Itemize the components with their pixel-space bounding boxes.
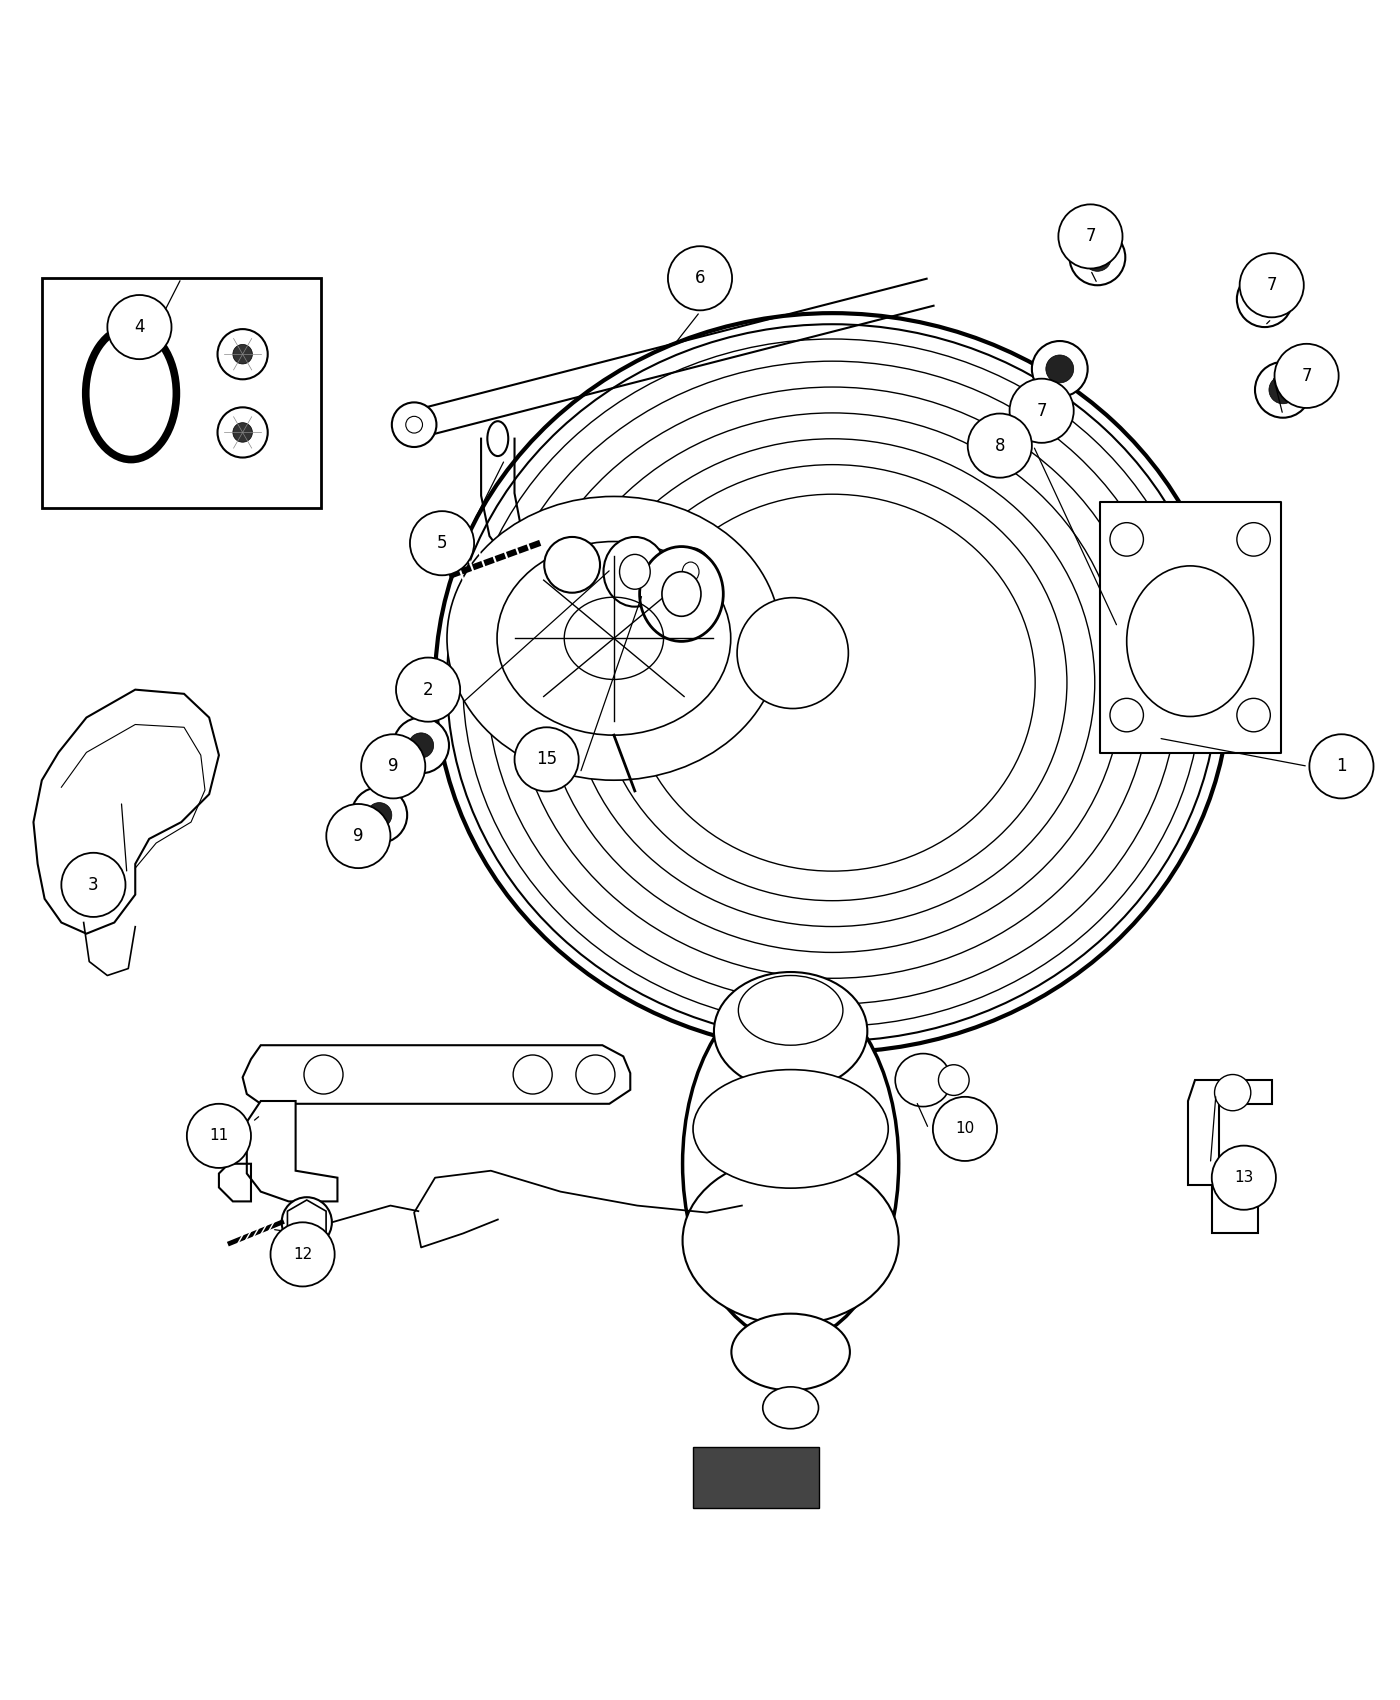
- Ellipse shape: [714, 972, 868, 1090]
- Circle shape: [270, 1222, 335, 1287]
- Ellipse shape: [603, 537, 666, 607]
- Circle shape: [393, 717, 449, 774]
- Circle shape: [409, 733, 434, 758]
- Ellipse shape: [447, 325, 1218, 1040]
- Circle shape: [108, 296, 172, 359]
- Circle shape: [515, 728, 578, 792]
- Circle shape: [932, 1096, 997, 1161]
- Ellipse shape: [693, 1069, 888, 1188]
- Circle shape: [1212, 1146, 1275, 1210]
- Text: 6: 6: [694, 269, 706, 287]
- Circle shape: [967, 413, 1032, 478]
- Text: 13: 13: [1235, 1170, 1253, 1185]
- Circle shape: [1236, 272, 1292, 326]
- Polygon shape: [246, 1102, 337, 1202]
- Polygon shape: [693, 1447, 819, 1508]
- Circle shape: [1070, 230, 1126, 286]
- Polygon shape: [34, 690, 218, 933]
- Circle shape: [1215, 1074, 1250, 1110]
- Text: 7: 7: [1267, 275, 1277, 294]
- Text: 9: 9: [388, 756, 399, 775]
- Circle shape: [232, 423, 252, 442]
- Circle shape: [1058, 204, 1123, 269]
- Circle shape: [217, 330, 267, 379]
- Text: 9: 9: [353, 828, 364, 845]
- Text: 10: 10: [955, 1122, 974, 1136]
- Ellipse shape: [682, 563, 699, 581]
- Text: 7: 7: [1302, 367, 1312, 384]
- Circle shape: [351, 787, 407, 843]
- Circle shape: [361, 734, 426, 799]
- Circle shape: [1084, 243, 1112, 272]
- Circle shape: [575, 1056, 615, 1095]
- Ellipse shape: [736, 598, 848, 709]
- Text: 8: 8: [994, 437, 1005, 454]
- Ellipse shape: [487, 422, 508, 456]
- Circle shape: [1110, 522, 1144, 556]
- Ellipse shape: [505, 546, 722, 729]
- Circle shape: [1110, 699, 1144, 731]
- Polygon shape: [1099, 502, 1281, 753]
- Circle shape: [326, 804, 391, 869]
- Circle shape: [367, 802, 392, 828]
- Text: 1: 1: [1336, 756, 1347, 775]
- Ellipse shape: [738, 976, 843, 1046]
- Circle shape: [396, 658, 461, 722]
- Circle shape: [62, 853, 126, 916]
- Circle shape: [1309, 734, 1373, 799]
- Ellipse shape: [640, 547, 724, 641]
- Circle shape: [1009, 379, 1074, 442]
- Text: 15: 15: [536, 750, 557, 768]
- Ellipse shape: [620, 554, 650, 590]
- Circle shape: [217, 408, 267, 457]
- Text: 2: 2: [423, 680, 434, 699]
- Ellipse shape: [683, 986, 899, 1341]
- Polygon shape: [1189, 1080, 1271, 1234]
- Circle shape: [304, 1056, 343, 1095]
- Polygon shape: [287, 1200, 326, 1244]
- Text: 11: 11: [209, 1129, 228, 1144]
- Ellipse shape: [763, 1387, 819, 1428]
- Circle shape: [545, 537, 601, 593]
- Circle shape: [1236, 699, 1270, 731]
- Circle shape: [1236, 522, 1270, 556]
- Ellipse shape: [895, 1054, 951, 1107]
- Circle shape: [406, 416, 423, 434]
- Circle shape: [1268, 376, 1296, 405]
- Circle shape: [392, 403, 437, 447]
- Circle shape: [1250, 286, 1278, 313]
- Circle shape: [1274, 343, 1338, 408]
- Circle shape: [1046, 355, 1074, 383]
- Circle shape: [410, 512, 475, 575]
- Ellipse shape: [669, 547, 711, 595]
- Polygon shape: [242, 1046, 630, 1103]
- Circle shape: [1032, 342, 1088, 396]
- Bar: [42, 279, 321, 508]
- Text: 3: 3: [88, 876, 99, 894]
- Circle shape: [186, 1103, 251, 1168]
- Circle shape: [668, 246, 732, 311]
- Ellipse shape: [497, 542, 731, 734]
- Ellipse shape: [683, 1156, 899, 1324]
- Text: 5: 5: [437, 534, 447, 552]
- Text: 7: 7: [1036, 401, 1047, 420]
- Ellipse shape: [731, 1314, 850, 1391]
- Ellipse shape: [662, 571, 701, 617]
- Ellipse shape: [1127, 566, 1253, 716]
- Ellipse shape: [447, 496, 781, 780]
- Text: 7: 7: [1085, 228, 1096, 245]
- Circle shape: [232, 345, 252, 364]
- Circle shape: [514, 1056, 552, 1095]
- Text: 4: 4: [134, 318, 144, 337]
- Circle shape: [281, 1197, 332, 1248]
- Ellipse shape: [938, 1064, 969, 1095]
- Circle shape: [1254, 362, 1310, 418]
- Circle shape: [1239, 253, 1303, 318]
- Text: 12: 12: [293, 1246, 312, 1261]
